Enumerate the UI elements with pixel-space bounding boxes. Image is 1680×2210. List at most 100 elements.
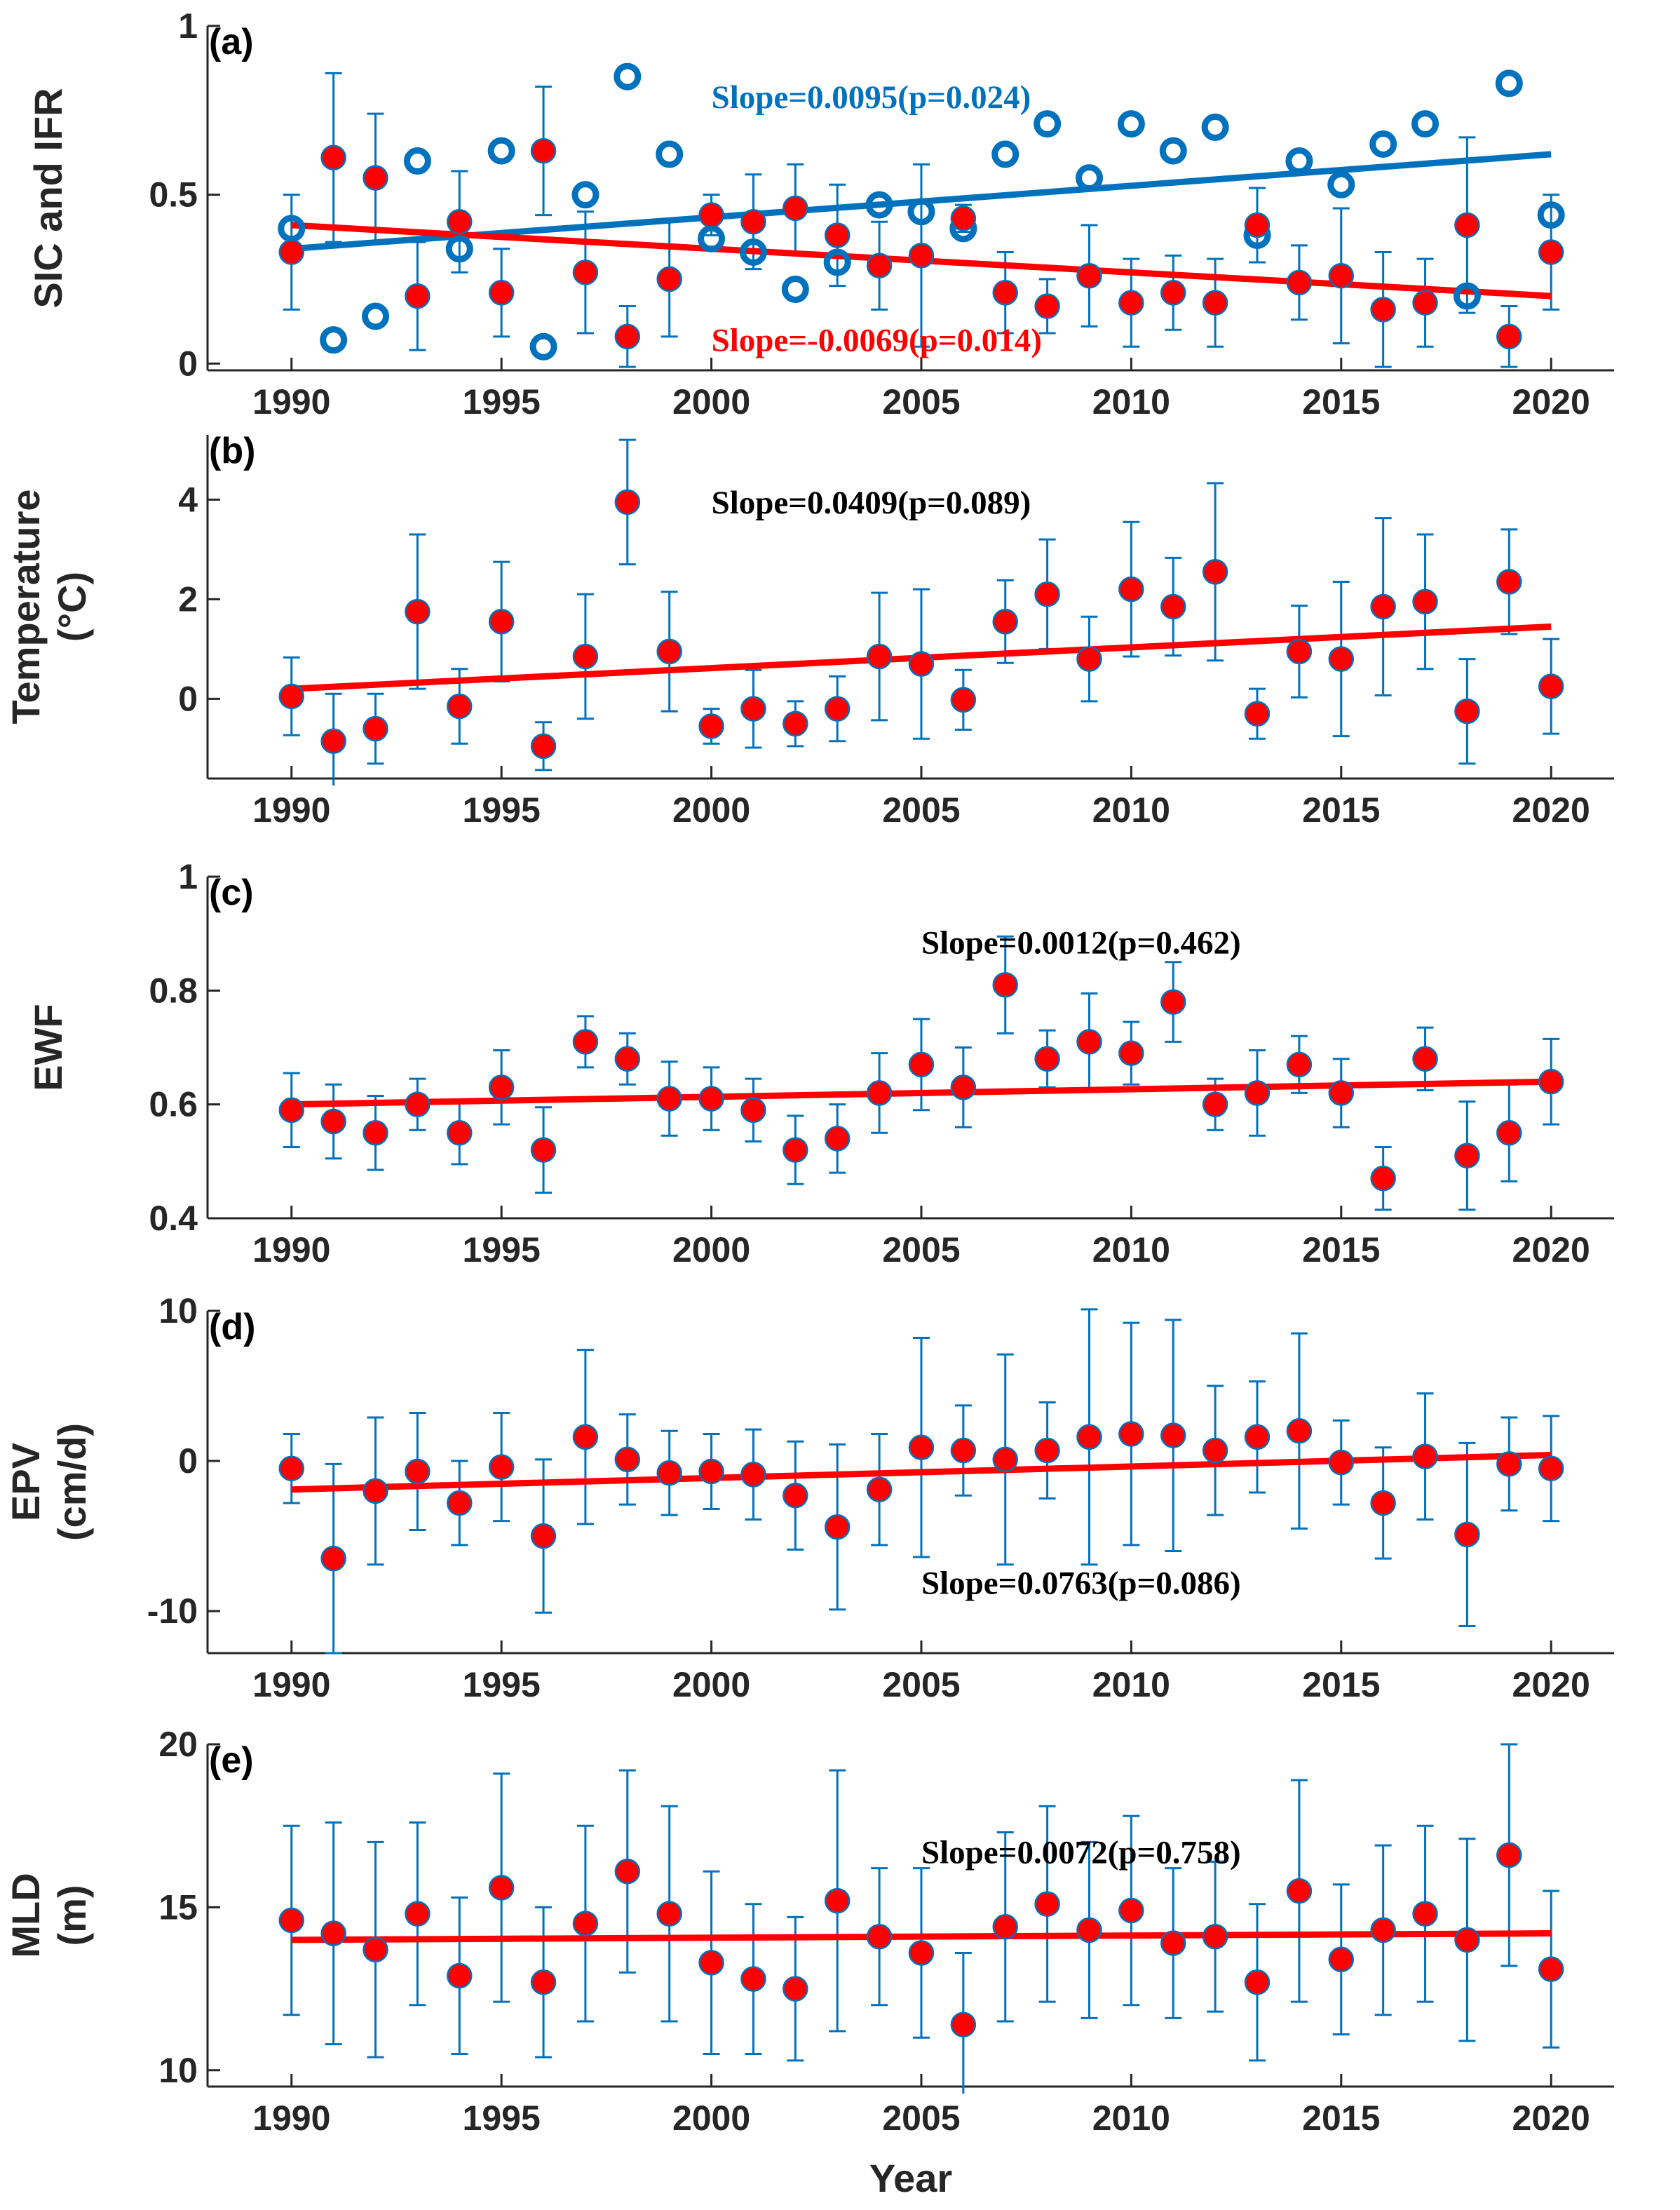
x-tick-label: 2005	[882, 382, 960, 422]
data-point-ifr	[1286, 269, 1313, 296]
x-axis-label: Year	[869, 2156, 952, 2200]
x-tick-label: 1990	[252, 382, 330, 422]
data-point-sic	[781, 275, 809, 303]
data-point-sic	[656, 140, 684, 168]
panel-c: 1990 1995 2000 2005 2010 2015 2020 0.4 0.6 0.8 1 EW…	[26, 857, 1614, 1269]
data-point-ifr	[320, 144, 346, 170]
data-point-ifr	[1496, 323, 1522, 350]
data-point-sic	[487, 137, 515, 165]
data-point-epv	[530, 1523, 557, 1549]
x-tick-label: 1990	[252, 1665, 330, 1704]
slope-annotation: Slope=0.0409(p=0.089)	[712, 485, 1031, 521]
x-tick-label: 1990	[252, 790, 330, 830]
data-point-ewf	[992, 971, 1018, 998]
data-point-ewf	[908, 1051, 935, 1078]
data-point-mld	[1412, 1901, 1438, 1927]
data-point-ewf	[1118, 1040, 1144, 1066]
data-point-temperature	[1244, 701, 1271, 727]
x-tick-label: 2010	[1092, 382, 1170, 422]
data-point-epv	[1160, 1422, 1186, 1448]
data-point-sic	[1327, 170, 1355, 198]
data-point-ifr	[488, 280, 515, 306]
x-tick-label: 2010	[1092, 1665, 1170, 1704]
data-point-epv	[740, 1462, 766, 1488]
x-tick-label: 2020	[1512, 1230, 1590, 1269]
y-tick-label: 10	[158, 1291, 198, 1330]
y-axis-label: SIC and IFR	[26, 88, 70, 308]
data-point-temperature	[614, 489, 641, 516]
data-point-ifr	[572, 260, 599, 285]
y-axis-label: MLD	[4, 1873, 48, 1958]
data-point-temperature	[1538, 673, 1564, 699]
x-tick-label: 2020	[1512, 790, 1590, 830]
x-tick-label: 1995	[463, 382, 541, 422]
data-point-epv	[1454, 1521, 1480, 1548]
data-point-mld	[488, 1875, 515, 1901]
data-point-ifr	[1202, 290, 1228, 316]
data-point-sic	[1411, 110, 1439, 138]
data-point-temperature	[572, 643, 599, 670]
data-point-mld	[614, 1859, 641, 1885]
data-point-epv	[1118, 1421, 1144, 1447]
y-axis-label: (m)	[50, 1885, 94, 1946]
data-point-ifr	[1034, 293, 1060, 319]
data-point-ewf	[1454, 1143, 1480, 1168]
data-point-ewf	[447, 1120, 473, 1146]
data-point-ifr	[1076, 262, 1102, 289]
data-point-ifr	[363, 165, 388, 191]
x-tick-label: 2000	[672, 382, 750, 422]
y-tick-label: 1	[178, 857, 198, 896]
data-point-ewf	[1202, 1091, 1228, 1117]
data-point-ewf	[656, 1086, 682, 1112]
y-axis-label: EWF	[26, 1004, 70, 1091]
data-point-ewf	[1370, 1165, 1396, 1192]
x-tick-label: 2000	[672, 790, 750, 830]
panel-d: 1990 1995 2000 2005 2010 2015 2020 -10 0 10 EPV (cm…	[4, 1291, 1614, 1704]
data-point-epv	[447, 1490, 473, 1516]
y-tick-label: 0	[178, 1441, 198, 1481]
data-point-mld	[1118, 1897, 1144, 1924]
y-tick-label: 10	[158, 2051, 198, 2090]
data-point-mld	[363, 1936, 388, 1963]
data-point-mld	[530, 1969, 557, 1995]
data-point-ifr	[1454, 212, 1480, 238]
data-point-sic	[1117, 110, 1145, 138]
y-tick-label: 15	[158, 1887, 198, 1927]
data-point-ewf	[950, 1074, 977, 1100]
data-point-epv	[783, 1483, 808, 1509]
data-point-mld	[1286, 1878, 1313, 1904]
data-point-temperature	[1454, 698, 1480, 725]
data-point-temperature	[1412, 588, 1438, 615]
data-point-mld	[740, 1966, 766, 1992]
data-point-ewf	[614, 1046, 641, 1072]
x-tick-label: 2015	[1302, 382, 1380, 422]
data-point-ewf	[1538, 1068, 1564, 1095]
data-point-sic	[1537, 201, 1565, 229]
x-tick-label: 2005	[882, 790, 960, 830]
data-point-mld	[1034, 1891, 1060, 1917]
data-point-epv	[1076, 1424, 1102, 1450]
data-point-sic	[403, 147, 431, 175]
data-point-ifr	[866, 252, 893, 279]
data-point-epv	[1328, 1449, 1355, 1476]
data-point-mld	[866, 1923, 893, 1950]
data-point-ewf	[1286, 1051, 1313, 1078]
data-point-epv	[614, 1446, 641, 1473]
data-point-mld	[278, 1907, 305, 1934]
data-point-temperature	[950, 687, 977, 713]
x-tick-label: 2015	[1302, 790, 1380, 830]
data-point-epv	[572, 1424, 599, 1450]
data-point-ifr	[1160, 280, 1186, 306]
y-axis-label: EPV	[4, 1443, 48, 1521]
data-point-epv	[824, 1514, 851, 1540]
x-tick-label: 2010	[1092, 790, 1170, 830]
data-point-ifr	[1412, 290, 1438, 316]
x-tick-label: 2015	[1302, 1230, 1380, 1269]
y-tick-label: 0	[178, 679, 198, 718]
data-point-ifr	[614, 323, 641, 350]
data-point-epv	[1412, 1443, 1438, 1469]
data-point-mld	[1202, 1923, 1228, 1950]
y-tick-label: 2	[178, 579, 198, 619]
data-point-ifr	[1538, 239, 1564, 265]
data-point-sic	[571, 181, 599, 209]
